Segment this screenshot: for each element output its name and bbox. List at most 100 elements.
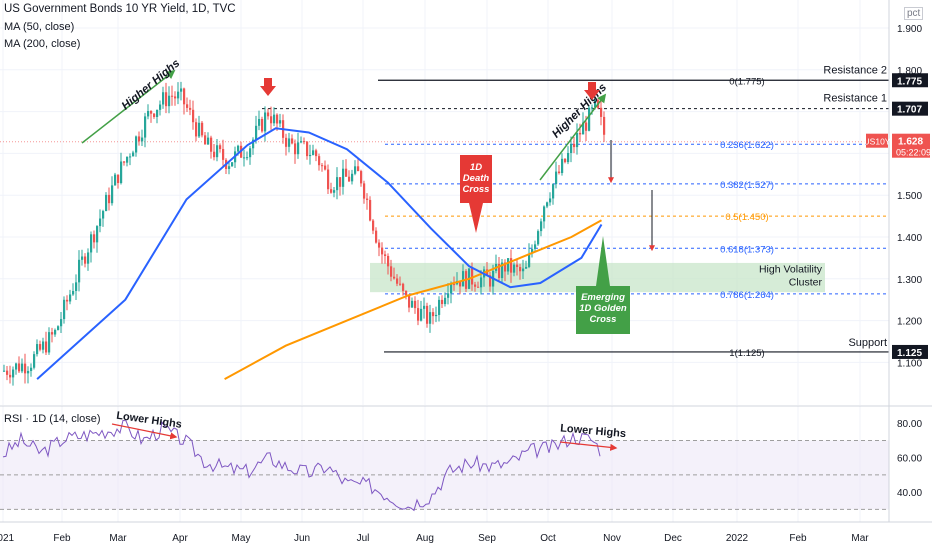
candle-body	[321, 165, 324, 167]
candle-body	[210, 137, 213, 152]
y-tick-label: 1.800	[897, 66, 922, 77]
candle-body	[546, 202, 549, 207]
candle-body	[591, 107, 594, 109]
candle-body	[252, 139, 255, 149]
moving-averages	[36, 127, 603, 380]
candle-body	[330, 189, 333, 193]
candle-body	[102, 211, 105, 219]
x-tick-label: Oct	[540, 533, 556, 544]
candle-body	[72, 290, 75, 295]
candle-body	[246, 157, 249, 159]
cluster-label-2: Cluster	[789, 277, 823, 289]
death-cross-callout	[460, 155, 492, 233]
candle-body	[567, 152, 570, 163]
rsi-line	[2, 419, 601, 512]
golden-cross-callout	[576, 236, 630, 334]
candle-body	[81, 256, 84, 260]
candle-body	[15, 363, 18, 370]
candle-body	[489, 275, 492, 287]
candle-body	[309, 154, 312, 157]
candle-body	[375, 230, 378, 243]
candle-body	[510, 258, 513, 273]
chart-title: US Government Bonds 10 YR Yield, 1D, TVC	[4, 3, 236, 15]
candle-body	[123, 161, 126, 163]
level-label: Resistance 1	[823, 93, 887, 105]
candle-body	[183, 88, 186, 105]
candle-body	[480, 277, 483, 288]
candle-body	[405, 290, 408, 296]
candle-body	[87, 252, 90, 264]
golden-cross-text: Cross	[590, 314, 617, 325]
fib-label: 0.236(1.622)	[720, 140, 774, 151]
candle-body	[144, 116, 147, 138]
candle-body	[165, 92, 168, 107]
candle-body	[249, 148, 252, 158]
candle-body	[255, 125, 258, 140]
x-tick-label: Mar	[109, 533, 127, 544]
candle-body	[159, 104, 162, 110]
level-price-badge	[892, 101, 928, 116]
candle-body	[393, 276, 396, 279]
candle-body	[285, 137, 288, 147]
candle-body	[351, 173, 354, 182]
candle-body	[264, 112, 267, 132]
candle-body	[474, 284, 477, 287]
candle-body	[153, 113, 156, 117]
lower-highs-label-1: Lower Highs	[116, 410, 183, 431]
fib-label: 0.382(1.527)	[720, 180, 774, 191]
red-down-arrow	[260, 78, 276, 96]
x-tick-label: Feb	[53, 533, 71, 544]
candle-body	[36, 344, 39, 355]
candle-body	[300, 141, 303, 143]
y-tick-label: 1.900	[897, 24, 922, 35]
lower-highs-arrow-2	[559, 441, 618, 451]
candle-body	[174, 96, 177, 99]
candle-body	[228, 166, 231, 169]
candle-body	[411, 300, 414, 308]
candle-body	[198, 122, 201, 137]
higher-highs-label-1: Higher Highs	[120, 57, 183, 112]
candle-body	[447, 293, 450, 298]
x-tick-label: Jul	[357, 533, 370, 544]
candle-body	[561, 158, 564, 174]
candle-body	[507, 258, 510, 272]
lower-highs-arrow-1	[111, 423, 178, 440]
candle-body	[345, 168, 348, 177]
candle-body	[315, 150, 318, 157]
x-tick-label: May	[232, 533, 251, 544]
candle-body	[129, 156, 132, 158]
candle-body	[48, 332, 51, 353]
candle-body	[297, 142, 300, 155]
rsi-tick-label: 40.00	[897, 488, 922, 499]
level-label: Resistance 2	[823, 64, 887, 76]
candle-body	[357, 166, 360, 172]
rsi-pane: Lower Highs Lower Highs	[0, 405, 932, 512]
candle-body	[258, 118, 261, 126]
candle-body	[222, 149, 225, 160]
candle-body	[327, 169, 330, 190]
higher-highs-arrow-2	[539, 93, 607, 181]
candle-body	[441, 299, 444, 305]
red-down-arrow	[584, 82, 600, 100]
x-tick-label: Aug	[416, 533, 434, 544]
x-tick-label: Feb	[789, 533, 807, 544]
candle-body	[384, 254, 387, 256]
candle-body	[390, 266, 393, 277]
candle-body	[366, 198, 369, 200]
rsi-tick-label: 60.00	[897, 454, 922, 465]
candle-body	[594, 100, 597, 108]
candle-body	[57, 326, 60, 330]
candle-body	[501, 262, 504, 279]
candle-body	[105, 194, 108, 212]
candle-body	[585, 122, 588, 131]
higher-highs-arrow-1	[81, 69, 176, 144]
candle-body	[522, 268, 525, 272]
unit-label[interactable]: pct	[904, 7, 924, 20]
candle-body	[552, 184, 555, 199]
candle-body	[600, 107, 603, 117]
candle-body	[291, 138, 294, 144]
candle-body	[216, 145, 219, 158]
candle-body	[528, 253, 531, 267]
